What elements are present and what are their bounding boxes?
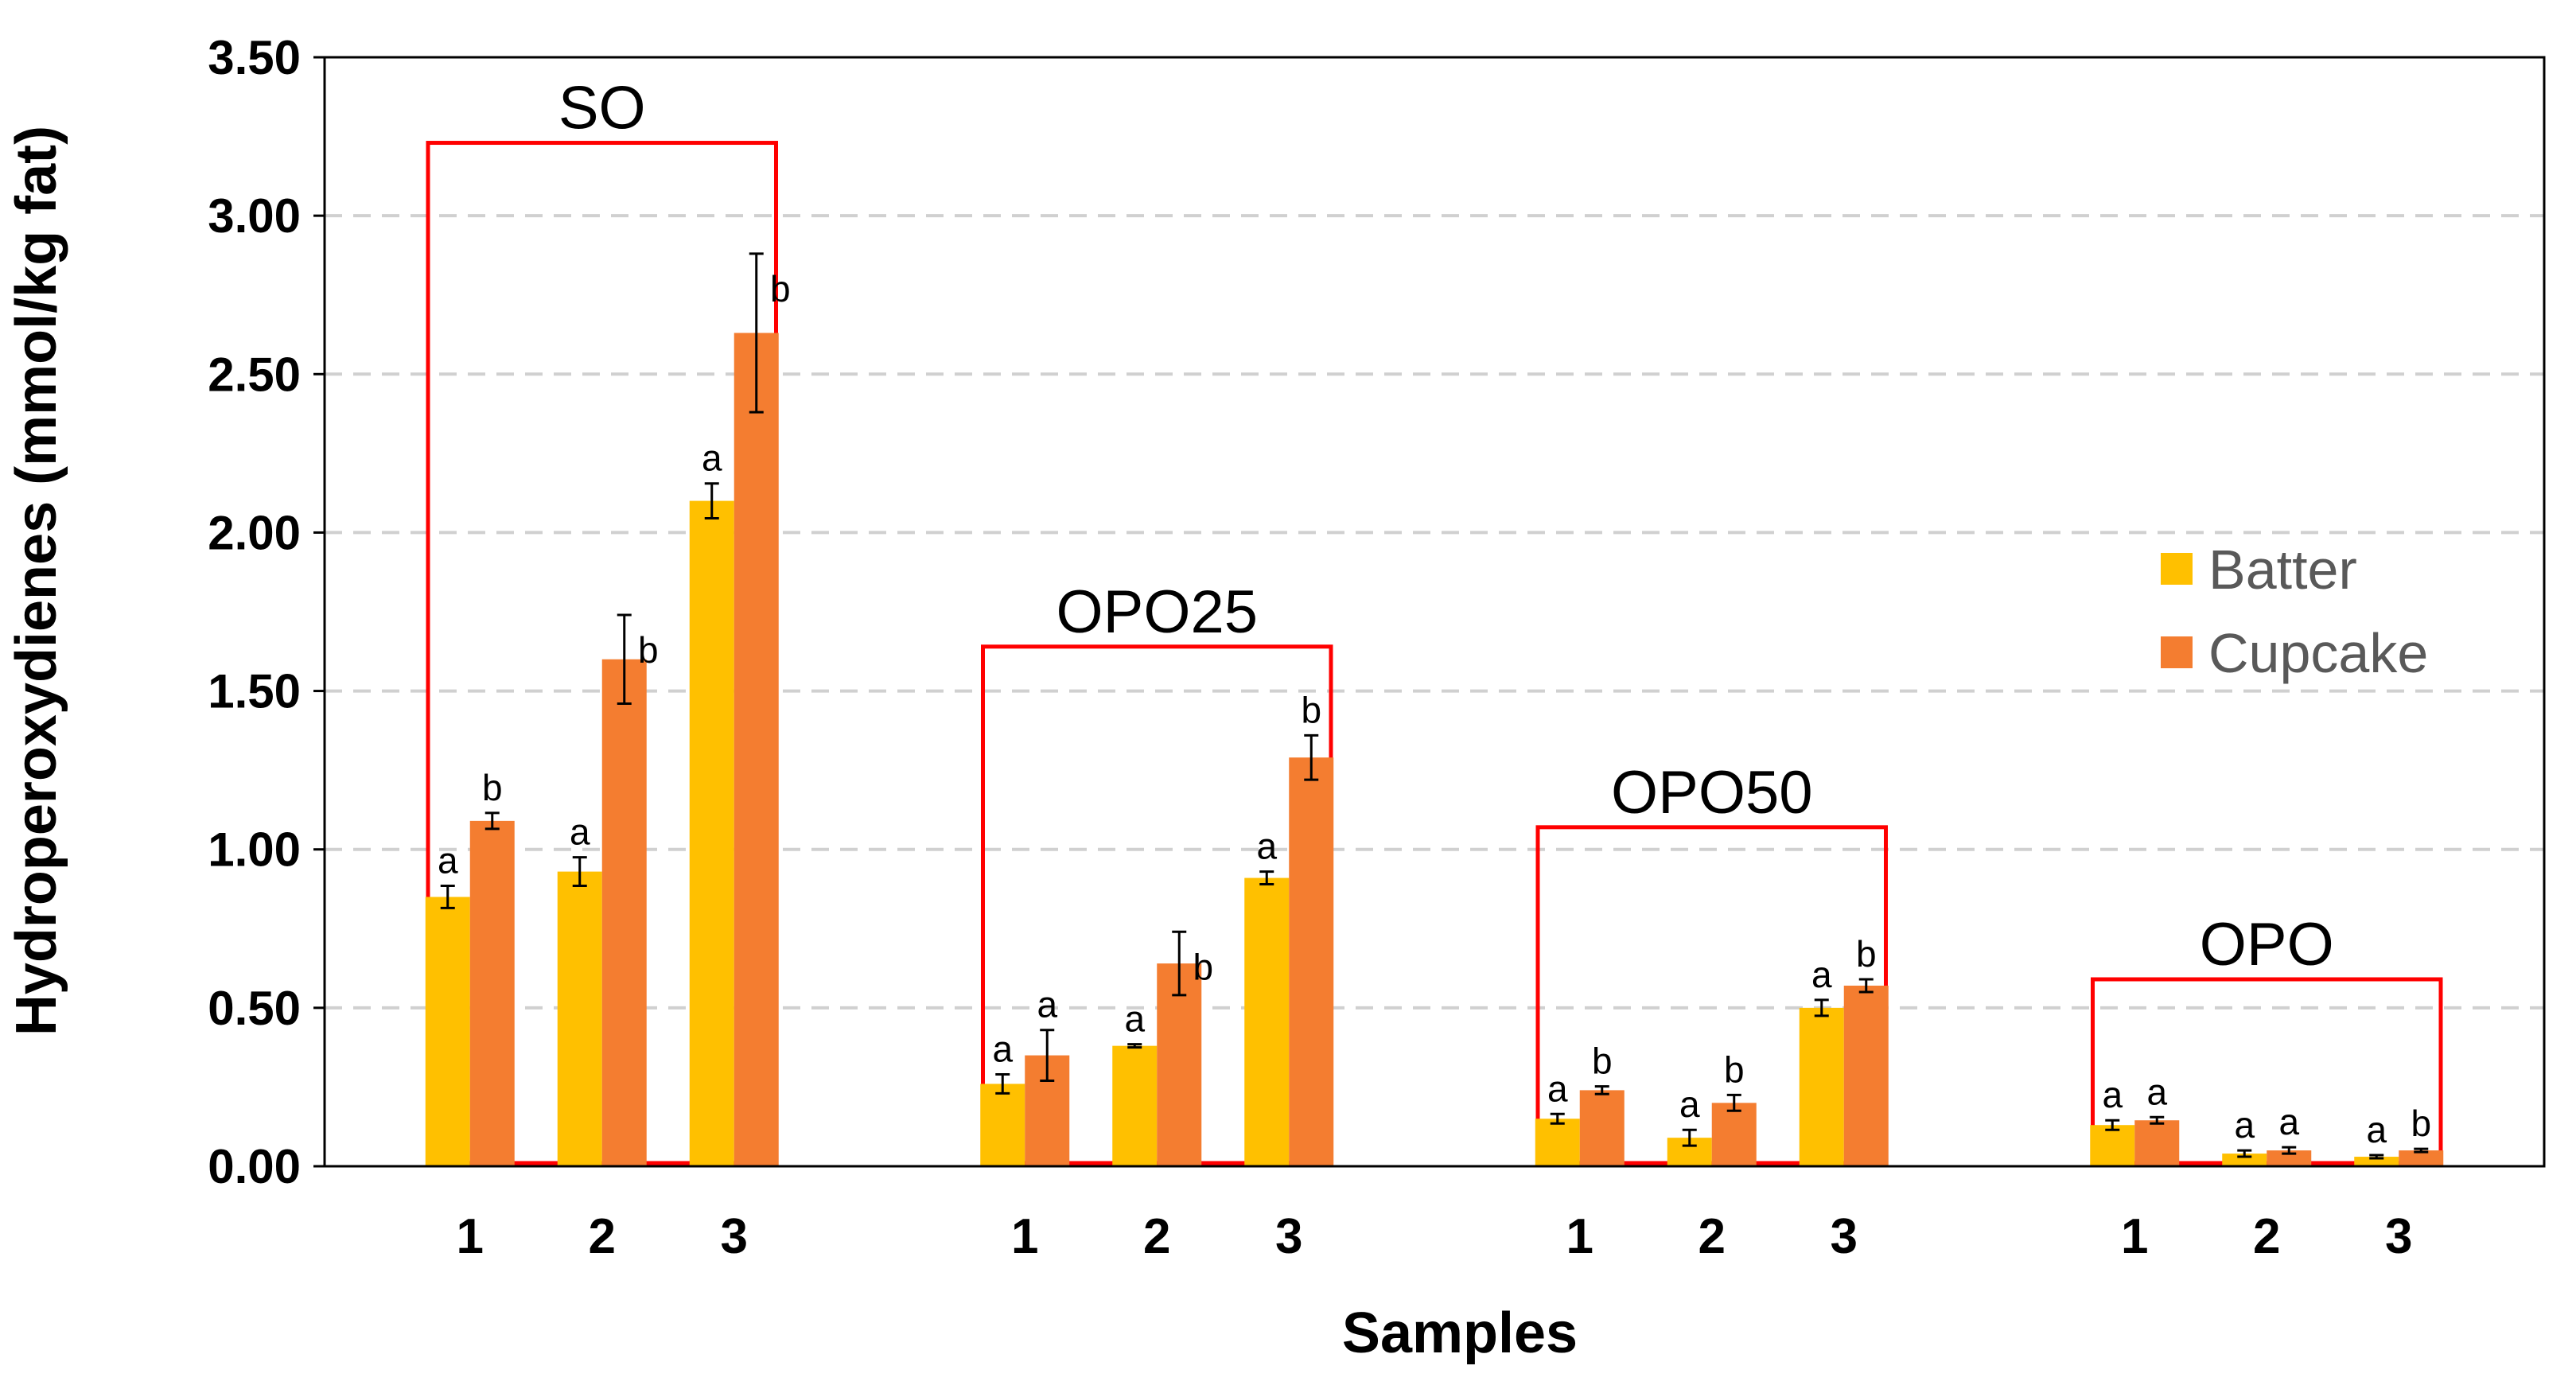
bar-batter: [689, 500, 734, 1166]
y-tick-label: 3.50: [208, 31, 301, 84]
bar-batter: [2354, 1157, 2399, 1166]
significance-label-batter: a: [570, 811, 590, 853]
bar-cupcake: [469, 820, 515, 1166]
y-tick-label: 3.00: [208, 189, 301, 243]
bar-cupcake: [2134, 1120, 2180, 1166]
legend-label-batter: Batter: [2208, 539, 2357, 601]
legend: Batter Cupcake: [2161, 539, 2428, 684]
bar-cupcake: [2399, 1150, 2444, 1166]
significance-label-batter: a: [438, 840, 458, 881]
x-tick-label: 3: [2385, 1209, 2412, 1264]
y-tick-label: 2.00: [208, 506, 301, 559]
bar-cupcake: [2267, 1150, 2312, 1166]
bar-cupcake: [601, 659, 647, 1166]
significance-label-cupcake: a: [1037, 984, 1057, 1025]
x-tick-label: 3: [721, 1209, 748, 1264]
bar-batter: [1535, 1119, 1580, 1166]
y-tick-label: 1.50: [208, 665, 301, 718]
significance-label-batter: a: [2102, 1074, 2123, 1115]
significance-label-batter: a: [992, 1028, 1013, 1069]
significance-label-batter: a: [2366, 1109, 2387, 1150]
x-tick-label: 2: [1699, 1209, 1726, 1264]
bar-batter: [980, 1084, 1025, 1166]
legend-label-cupcake: Cupcake: [2208, 622, 2428, 684]
x-tick-label: 1: [1011, 1209, 1038, 1264]
bar-batter: [2222, 1154, 2267, 1166]
significance-label-cupcake: a: [2146, 1071, 2167, 1112]
group-label-so: SO: [558, 75, 646, 142]
bar-batter: [1244, 877, 1290, 1166]
legend-swatch-batter: [2161, 553, 2193, 585]
significance-label-batter: a: [2234, 1104, 2255, 1146]
y-tick-label: 2.50: [208, 348, 301, 401]
gridlines: [325, 214, 2544, 1010]
x-tick-label: 2: [589, 1209, 616, 1264]
y-axis-title: Hydroperoxydienes (mmol/kg fat): [5, 126, 68, 1036]
significance-label-cupcake: a: [2278, 1101, 2299, 1142]
significance-label-cupcake: b: [2411, 1103, 2431, 1144]
significance-label-batter: a: [1679, 1084, 1700, 1125]
significance-label-batter: a: [1811, 954, 1832, 995]
bar-cupcake: [1289, 757, 1334, 1166]
y-tick-label: 0.00: [208, 1140, 301, 1193]
significance-label-cupcake: b: [1724, 1049, 1745, 1090]
significance-label-cupcake: b: [1592, 1041, 1613, 1082]
bar-cupcake: [1843, 985, 1889, 1166]
group-label-opo: OPO: [2200, 911, 2334, 979]
significance-label-cupcake: b: [482, 767, 503, 808]
bar-cupcake: [1579, 1090, 1625, 1166]
x-tick-label: 3: [1831, 1209, 1858, 1264]
bars: [425, 333, 2444, 1167]
significance-label-cupcake: b: [1193, 946, 1213, 987]
bar-cupcake: [733, 333, 779, 1167]
significance-label-batter: a: [1547, 1068, 1568, 1109]
error-bars: [440, 252, 2429, 1160]
x-tick-label: 1: [457, 1209, 484, 1264]
significance-label-cupcake: b: [770, 268, 791, 309]
significance-label-cupcake: b: [638, 629, 659, 671]
significance-label-cupcake: b: [1856, 933, 1877, 975]
bar-cupcake: [1157, 963, 1202, 1166]
x-tick-label: 2: [2253, 1209, 2280, 1264]
bar-batter: [1112, 1045, 1158, 1166]
x-tick-label: 3: [1275, 1209, 1302, 1264]
x-tick-labels: 1 2 3 1 2 3 1 2 3 1 2 3: [457, 1209, 2413, 1264]
y-tick-label: 0.50: [208, 982, 301, 1035]
bar-cupcake: [1711, 1103, 1757, 1166]
bar-batter: [557, 871, 602, 1166]
y-tick-label: 1.00: [208, 823, 301, 877]
group-label-opo25: OPO25: [1056, 578, 1258, 646]
plot-frame: [323, 56, 2546, 1168]
significance-label-batter: a: [1256, 826, 1277, 867]
x-tick-label: 1: [2121, 1209, 2148, 1264]
x-tick-label: 1: [1566, 1209, 1593, 1264]
significance-label-batter: a: [1124, 998, 1145, 1040]
x-axis-title: Samples: [1342, 1301, 1578, 1365]
significance-label-cupcake: b: [1301, 689, 1321, 730]
group-label-opo50: OPO50: [1611, 759, 1812, 827]
significance-label-batter: a: [702, 438, 722, 479]
y-tick-labels: 0.00 0.50 1.00 1.50 2.00 2.50 3.00 3.50: [208, 31, 325, 1193]
bar-batter: [1799, 1007, 1844, 1166]
legend-swatch-cupcake: [2161, 636, 2193, 668]
x-tick-label: 2: [1143, 1209, 1170, 1264]
group-labels: SO OPO25 OPO50 OPO: [558, 75, 2334, 979]
bar-batter: [425, 897, 470, 1166]
bar-batter: [2090, 1125, 2135, 1166]
